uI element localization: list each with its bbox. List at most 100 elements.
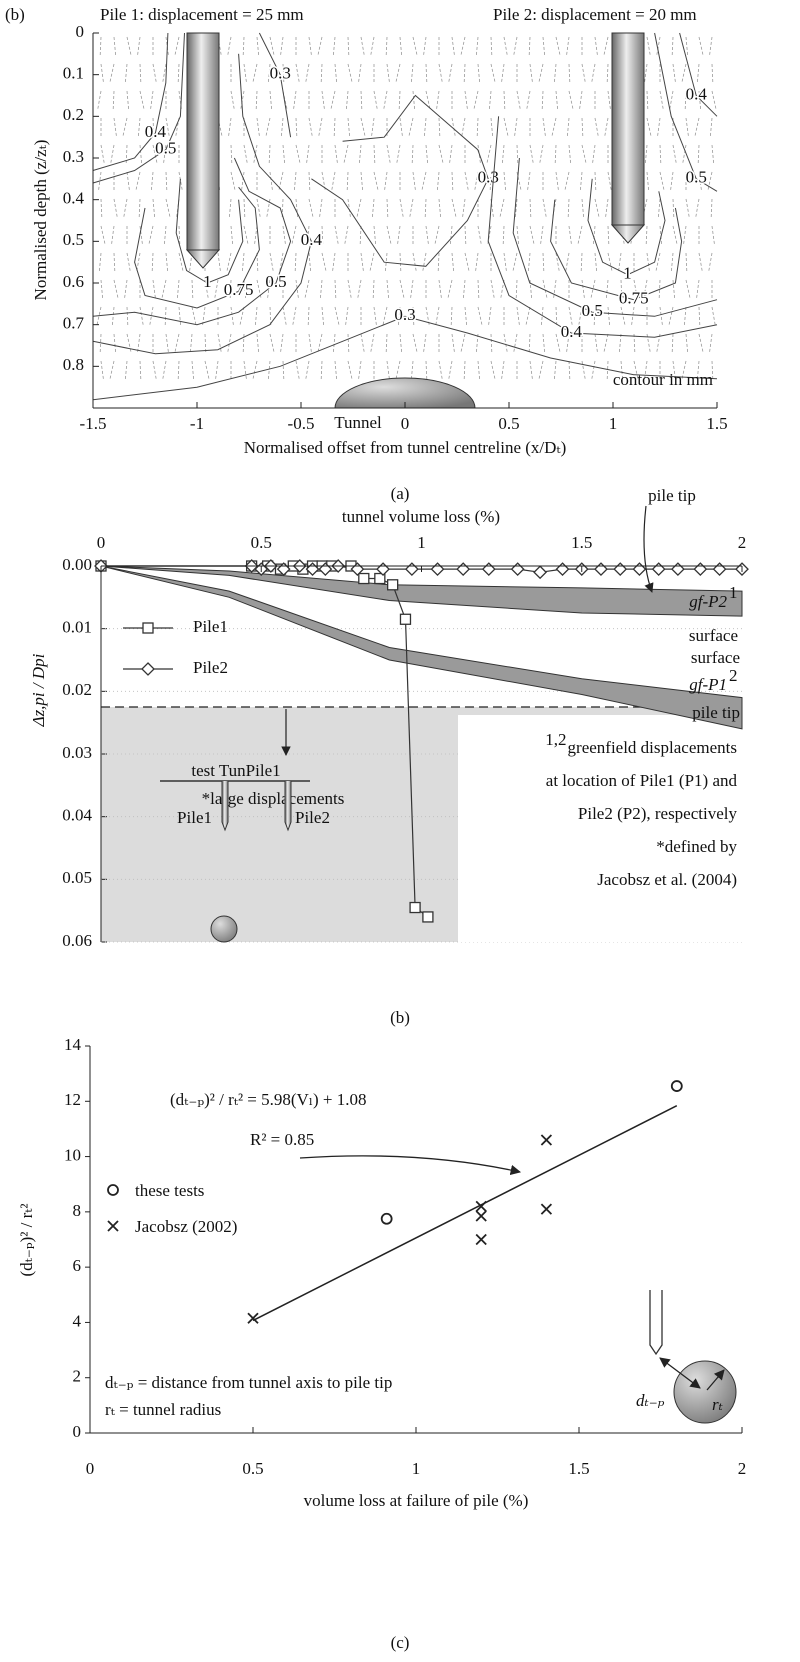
vector (438, 63, 443, 83)
vector (475, 252, 479, 272)
x-tick-label: 1.5 (568, 1459, 589, 1478)
vector (256, 117, 260, 137)
vector (383, 90, 388, 110)
point (540, 1203, 553, 1215)
contour-line (679, 32, 718, 117)
contour-line (512, 157, 718, 317)
band-note-mark: 1 (729, 583, 738, 602)
vector (139, 63, 142, 83)
vector (594, 36, 598, 56)
vector (266, 198, 271, 218)
vector (252, 63, 258, 83)
vector (448, 63, 453, 83)
vector (631, 306, 635, 326)
vector (126, 36, 132, 56)
vector (280, 333, 284, 353)
vector (97, 90, 102, 110)
vector (333, 36, 336, 56)
vector (152, 198, 155, 218)
vector (126, 90, 129, 110)
vector (603, 333, 609, 353)
y-tick-label: 0.7 (63, 314, 85, 333)
vector (357, 279, 362, 299)
vector (242, 36, 245, 56)
vector (541, 306, 544, 326)
vector (490, 36, 493, 56)
vector (551, 117, 557, 137)
legend-marker (141, 662, 155, 676)
vector (256, 333, 259, 353)
vector (253, 144, 258, 164)
vector (294, 171, 297, 191)
vector (581, 198, 584, 218)
vector (489, 90, 492, 110)
vector (295, 360, 300, 380)
y-tick-label: 0.02 (62, 680, 92, 699)
vector (410, 279, 414, 299)
vector (308, 36, 312, 56)
vector (696, 279, 700, 299)
vector (239, 306, 245, 326)
contour-label: 0.3 (478, 168, 499, 187)
vector (280, 36, 284, 56)
vector (503, 36, 508, 56)
point (533, 565, 548, 580)
vector (227, 333, 232, 353)
y-tick-label: 0 (76, 22, 85, 41)
point (374, 572, 386, 585)
contour-label: 0.5 (686, 168, 707, 187)
caption: (b) (390, 1008, 410, 1027)
vector (671, 252, 674, 272)
vector (607, 306, 610, 326)
vector (657, 117, 661, 137)
vector (607, 225, 610, 245)
vector (681, 63, 687, 83)
vector (542, 198, 547, 218)
vector (256, 36, 259, 56)
vector (109, 360, 115, 380)
vector (555, 252, 560, 272)
vector (162, 63, 167, 83)
vector (474, 171, 479, 191)
vector (412, 306, 415, 326)
vector (126, 306, 129, 326)
vector (659, 171, 665, 191)
vector (681, 360, 687, 380)
vector (282, 225, 286, 245)
vector (152, 279, 156, 299)
vector (331, 171, 336, 191)
vector (230, 306, 234, 326)
band-name: gf-P2 (689, 592, 727, 611)
vector (113, 252, 116, 272)
vector (226, 252, 232, 272)
vector (620, 279, 623, 299)
vector (553, 279, 557, 299)
vector (594, 171, 597, 191)
vector (554, 360, 557, 380)
vector (669, 90, 674, 110)
vector (304, 279, 310, 299)
vector (242, 333, 245, 353)
vector (590, 279, 596, 299)
vector (139, 306, 144, 326)
vector (112, 90, 115, 110)
vector (386, 225, 392, 245)
vector (334, 360, 337, 380)
vector (372, 279, 375, 299)
y-tick-label: 12 (64, 1090, 81, 1109)
vector (682, 144, 687, 164)
x-axis-label: volume loss at failure of pile (%) (304, 1491, 529, 1510)
x-tick-label: 0.5 (251, 533, 272, 552)
vector (502, 225, 505, 245)
vector (386, 198, 389, 218)
vector (370, 333, 375, 353)
vector (230, 225, 233, 245)
vector (386, 63, 390, 83)
point (632, 562, 647, 577)
vector (241, 171, 245, 191)
vector (282, 90, 288, 110)
point (510, 562, 525, 577)
vector (411, 63, 414, 83)
vector (305, 63, 310, 83)
